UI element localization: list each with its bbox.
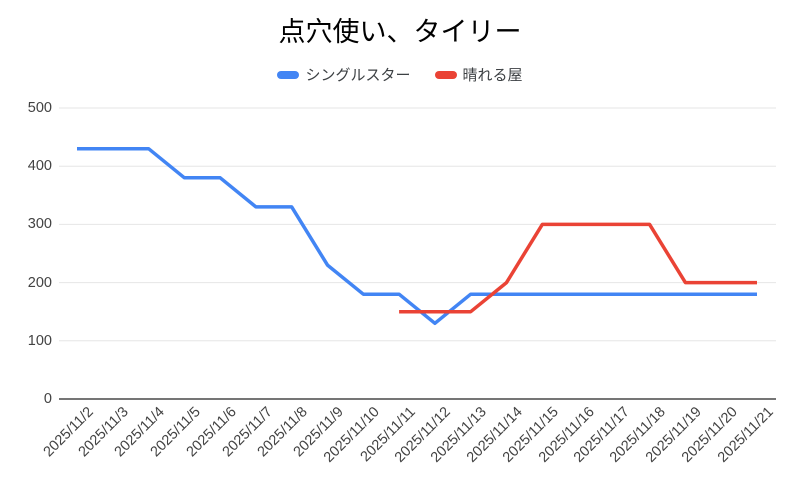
legend-swatch-icon	[434, 70, 457, 79]
y-axis-tick-label: 400	[27, 158, 52, 175]
legend-label: 晴れる屋	[462, 67, 523, 84]
y-axis-tick-label: 100	[27, 332, 52, 349]
legend-swatch-icon	[277, 70, 300, 79]
y-axis-tick-label: 200	[27, 274, 52, 291]
chart-legend: シングルスター 晴れる屋	[0, 64, 800, 85]
legend-item-series-1: 晴れる屋	[434, 64, 523, 85]
legend-item-series-0: シングルスター	[277, 64, 411, 85]
chart-title: 点穴使い、タイリー	[278, 17, 522, 47]
y-axis-tick-label: 300	[27, 216, 52, 233]
y-axis-tick-label: 500	[27, 100, 52, 116]
series-line-0	[77, 146, 757, 326]
y-axis-tick-label: 0	[43, 391, 52, 407]
series-line-1	[399, 222, 757, 314]
legend-label: シングルスター	[305, 67, 411, 84]
